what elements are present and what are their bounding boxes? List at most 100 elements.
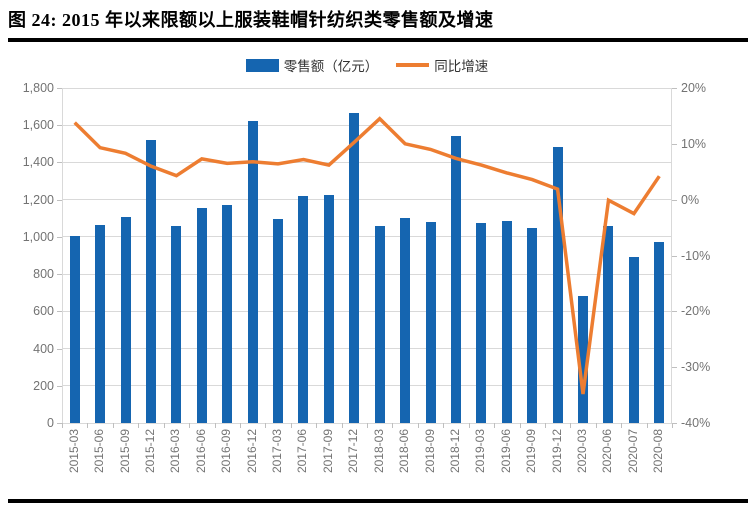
x-axis-label-2015-12: 2015-12 bbox=[142, 429, 157, 474]
left-axis-tick-label: 1,200 bbox=[22, 192, 54, 207]
bar-2020-07 bbox=[628, 257, 639, 423]
right-axis-tick-label: -40% bbox=[681, 416, 711, 430]
x-axis-label-2019-06: 2019-06 bbox=[498, 429, 513, 474]
bar-2019-06 bbox=[501, 221, 512, 423]
x-axis-label-2019-12: 2019-12 bbox=[549, 429, 564, 474]
gridline bbox=[62, 348, 672, 350]
right-axis-tick bbox=[672, 367, 677, 369]
left-axis-tick-label: 800 bbox=[33, 267, 54, 282]
x-axis-label-2017-09: 2017-09 bbox=[320, 429, 335, 474]
x-axis-tick bbox=[545, 423, 546, 428]
right-axis-tick-label: 10% bbox=[681, 136, 707, 151]
bar-2015-06 bbox=[95, 224, 106, 423]
bar-2020-03 bbox=[578, 295, 589, 423]
left-axis-tick bbox=[57, 162, 62, 164]
x-axis-tick bbox=[265, 423, 266, 428]
bar-2017-09 bbox=[323, 195, 334, 423]
x-axis-label-2015-06: 2015-06 bbox=[92, 429, 107, 474]
bar-2018-03 bbox=[374, 225, 385, 423]
x-axis-label-2016-09: 2016-09 bbox=[219, 429, 234, 474]
x-axis-tick bbox=[164, 423, 165, 428]
bar-2017-06 bbox=[298, 195, 309, 423]
yoy-growth-line bbox=[73, 116, 661, 395]
x-axis-tick bbox=[443, 423, 444, 428]
bar-series-swatch bbox=[245, 58, 279, 72]
x-axis-tick bbox=[367, 423, 368, 428]
x-axis-tick bbox=[215, 423, 216, 428]
right-axis-tick bbox=[672, 143, 677, 145]
bar-2016-06 bbox=[196, 208, 207, 423]
chart-legend: 零售额（亿元） 同比增速 bbox=[62, 55, 672, 75]
x-axis-label-2018-12: 2018-12 bbox=[447, 429, 462, 474]
left-axis-tick bbox=[57, 274, 62, 276]
left-axis-tick-label: 200 bbox=[33, 378, 54, 393]
bar-2016-09 bbox=[222, 205, 233, 423]
left-axis-line bbox=[62, 88, 63, 423]
x-axis-label-2016-12: 2016-12 bbox=[244, 429, 259, 474]
bar-2016-03 bbox=[171, 225, 182, 423]
bar-2019-09 bbox=[527, 227, 538, 423]
bar-2015-12 bbox=[145, 140, 156, 423]
x-axis-label-2020-03: 2020-03 bbox=[575, 429, 590, 474]
legend-item-retail-sales: 零售额（亿元） bbox=[245, 55, 379, 75]
x-axis-tick bbox=[291, 423, 292, 428]
gridline bbox=[62, 199, 672, 201]
x-axis-tick bbox=[647, 423, 648, 428]
right-axis-line bbox=[671, 88, 672, 423]
gridline bbox=[62, 236, 672, 238]
x-axis-tick bbox=[621, 423, 622, 428]
x-axis-tick bbox=[240, 423, 241, 428]
left-axis-tick bbox=[57, 199, 62, 201]
x-axis-label-2019-03: 2019-03 bbox=[473, 429, 488, 474]
x-axis-label-2016-06: 2016-06 bbox=[193, 429, 208, 474]
x-axis-tick bbox=[316, 423, 317, 428]
bar-2017-12 bbox=[349, 113, 360, 423]
x-axis-tick bbox=[672, 423, 673, 428]
left-axis-tick-label: 0 bbox=[47, 416, 54, 430]
line-series-swatch bbox=[396, 63, 430, 67]
bar-2017-03 bbox=[273, 219, 284, 423]
bar-2018-09 bbox=[425, 222, 436, 423]
x-axis-label-2015-03: 2015-03 bbox=[66, 429, 81, 474]
x-axis-tick bbox=[520, 423, 521, 428]
legend-label-retail-sales: 零售额（亿元） bbox=[283, 59, 379, 74]
left-axis-tick-label: 1,800 bbox=[22, 81, 54, 95]
x-axis-tick bbox=[62, 423, 63, 428]
left-axis-tick bbox=[57, 348, 62, 350]
x-axis-label-2020-07: 2020-07 bbox=[625, 429, 640, 474]
left-axis-tick-label: 1,000 bbox=[22, 229, 54, 244]
left-axis-tick-label: 1,400 bbox=[22, 155, 54, 170]
x-axis-tick bbox=[418, 423, 419, 428]
left-axis-tick bbox=[57, 236, 62, 238]
bar-2015-03 bbox=[69, 235, 80, 423]
x-axis-label-2015-09: 2015-09 bbox=[117, 429, 132, 474]
bottom-divider bbox=[8, 499, 748, 503]
gridline bbox=[62, 385, 672, 387]
bar-2020-08 bbox=[654, 242, 665, 423]
left-axis-tick-label: 600 bbox=[33, 304, 54, 319]
x-axis-label-2019-09: 2019-09 bbox=[524, 429, 539, 474]
x-axis-label-2020-08: 2020-08 bbox=[651, 429, 666, 474]
x-axis-label-2017-06: 2017-06 bbox=[295, 429, 310, 474]
bar-2020-06 bbox=[603, 225, 614, 423]
bar-2016-12 bbox=[247, 120, 258, 423]
figure-title: 图 24: 2015 年以来限额以上服装鞋帽针纺织类零售额及增速 bbox=[8, 10, 494, 30]
left-axis-tick-label: 1,600 bbox=[22, 118, 54, 133]
right-axis-tick bbox=[672, 423, 677, 424]
x-axis-label-2018-03: 2018-03 bbox=[371, 429, 386, 474]
right-axis-tick-label: 20% bbox=[681, 81, 707, 95]
x-axis-tick bbox=[392, 423, 393, 428]
legend-label-yoy-growth: 同比增速 bbox=[434, 59, 489, 74]
right-axis-tick bbox=[672, 199, 677, 201]
x-axis-label-2018-06: 2018-06 bbox=[397, 429, 412, 474]
bar-2019-12 bbox=[552, 146, 563, 423]
x-axis-label-2017-12: 2017-12 bbox=[346, 429, 361, 474]
left-axis-tick bbox=[57, 88, 62, 89]
x-axis-tick bbox=[494, 423, 495, 428]
left-axis-tick-label: 400 bbox=[33, 341, 54, 356]
right-axis-tick bbox=[672, 255, 677, 257]
x-axis-tick bbox=[342, 423, 343, 428]
gridline bbox=[62, 87, 672, 89]
gridline bbox=[62, 310, 672, 312]
